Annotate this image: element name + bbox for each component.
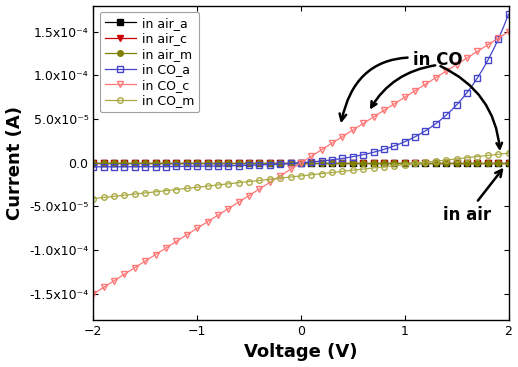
in air_m: [464, 161, 470, 165]
Text: in air: in air: [443, 170, 502, 224]
in CO_m: [90, 196, 96, 201]
in air_m: [90, 161, 96, 165]
in CO_m: [350, 168, 356, 172]
in CO_m: [464, 156, 470, 160]
in CO_c: [427, 79, 434, 83]
in CO_c: [396, 98, 402, 103]
in CO_c: [350, 128, 356, 132]
Line: in air_a: in air_a: [91, 160, 511, 166]
in air_c: [448, 161, 454, 166]
in CO_a: [319, 159, 325, 163]
in air_c: [319, 161, 325, 166]
in air_a: [427, 161, 434, 166]
in air_a: [350, 161, 356, 166]
Line: in CO_c: in CO_c: [91, 29, 511, 297]
in air_m: [319, 161, 325, 165]
Y-axis label: Current (A): Current (A): [6, 106, 23, 220]
in air_m: [350, 161, 356, 165]
in CO_a: [396, 142, 402, 146]
in air_c: [464, 161, 470, 166]
Line: in air_m: in air_m: [91, 160, 511, 166]
in CO_c: [506, 30, 512, 34]
in air_c: [396, 161, 402, 166]
Line: in CO_a: in CO_a: [91, 11, 511, 170]
in CO_a: [448, 108, 454, 112]
in air_c: [90, 161, 96, 166]
in CO_a: [506, 12, 512, 17]
in air_a: [396, 161, 402, 166]
Legend: in air_a, in air_c, in air_m, in CO_a, in CO_c, in CO_m: in air_a, in air_c, in air_m, in CO_a, i…: [99, 12, 199, 112]
in air_c: [506, 161, 512, 166]
in air_c: [350, 161, 356, 166]
in CO_c: [319, 148, 325, 152]
Line: in CO_m: in CO_m: [91, 150, 511, 201]
in CO_a: [90, 165, 96, 169]
in CO_a: [464, 90, 470, 95]
in air_c: [427, 161, 434, 166]
in CO_m: [448, 157, 454, 161]
in CO_m: [396, 163, 402, 167]
in air_m: [506, 161, 512, 165]
in air_a: [448, 161, 454, 166]
in CO_m: [506, 151, 512, 155]
in air_a: [90, 161, 96, 166]
in CO_m: [319, 171, 325, 176]
in CO_c: [464, 56, 470, 60]
in CO_m: [427, 160, 434, 164]
in air_m: [448, 161, 454, 165]
in air_a: [506, 161, 512, 166]
in CO_c: [90, 292, 96, 296]
in CO_c: [448, 66, 454, 70]
Text: in CO: in CO: [340, 51, 463, 121]
in air_a: [319, 161, 325, 166]
in CO_a: [427, 125, 434, 130]
in air_m: [427, 161, 434, 165]
in air_m: [396, 161, 402, 165]
in air_a: [464, 161, 470, 166]
Line: in air_c: in air_c: [91, 161, 511, 166]
X-axis label: Voltage (V): Voltage (V): [244, 344, 357, 361]
in CO_a: [350, 155, 356, 159]
